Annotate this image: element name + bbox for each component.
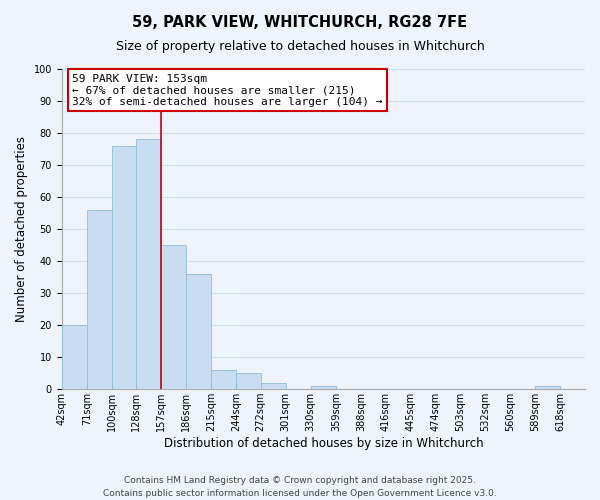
Bar [136, 140, 161, 389]
Bar [87, 210, 112, 389]
Text: 59 PARK VIEW: 153sqm
← 67% of detached houses are smaller (215)
32% of semi-deta: 59 PARK VIEW: 153sqm ← 67% of detached h… [72, 74, 383, 107]
Bar [311, 386, 336, 389]
Bar [62, 325, 87, 389]
Bar [260, 383, 286, 389]
Text: Contains HM Land Registry data © Crown copyright and database right 2025.
Contai: Contains HM Land Registry data © Crown c… [103, 476, 497, 498]
Bar [186, 274, 211, 389]
Y-axis label: Number of detached properties: Number of detached properties [15, 136, 28, 322]
Text: Size of property relative to detached houses in Whitchurch: Size of property relative to detached ho… [116, 40, 484, 53]
Bar [535, 386, 560, 389]
Bar [211, 370, 236, 389]
Bar [236, 373, 260, 389]
Text: 59, PARK VIEW, WHITCHURCH, RG28 7FE: 59, PARK VIEW, WHITCHURCH, RG28 7FE [133, 15, 467, 30]
Bar [112, 146, 136, 389]
Bar [161, 245, 186, 389]
X-axis label: Distribution of detached houses by size in Whitchurch: Distribution of detached houses by size … [164, 437, 483, 450]
Bar [585, 386, 600, 389]
